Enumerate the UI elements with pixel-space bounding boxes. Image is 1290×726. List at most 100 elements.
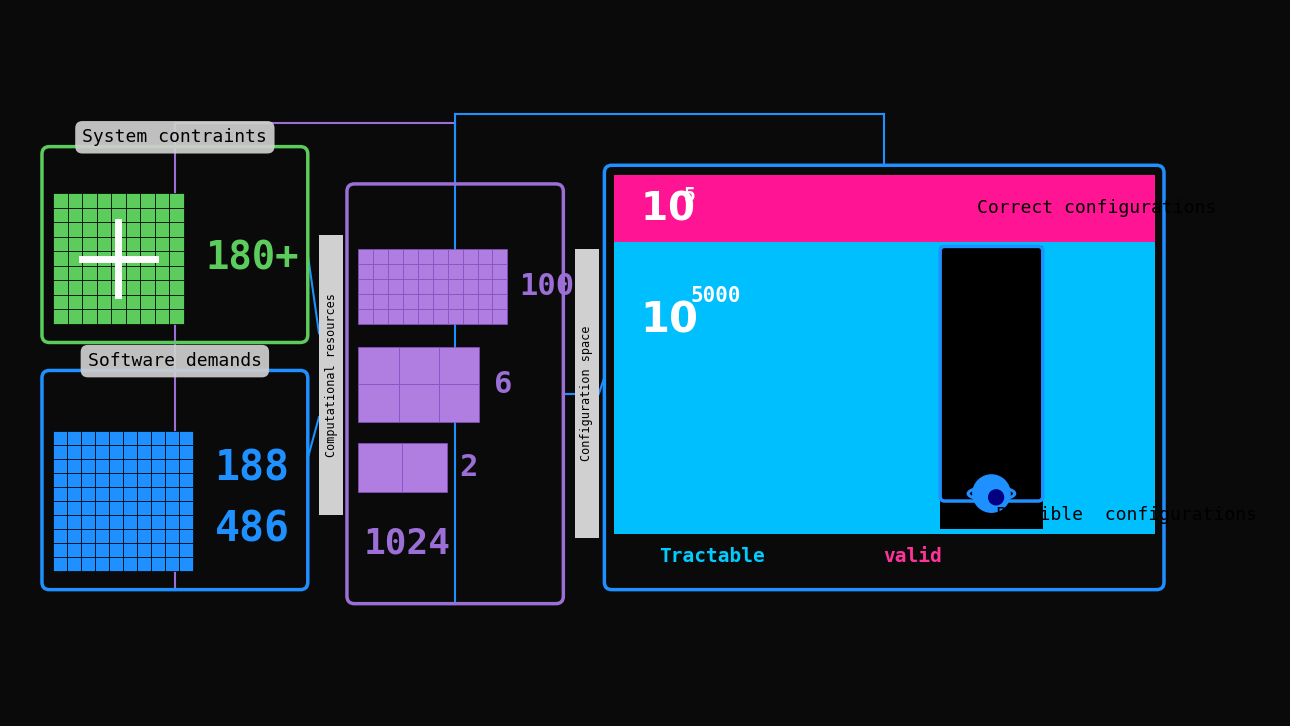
Bar <box>463 279 477 294</box>
Circle shape <box>973 475 1010 513</box>
Bar <box>97 309 111 324</box>
Text: Tractable: Tractable <box>659 547 765 566</box>
Bar <box>111 309 125 324</box>
Bar <box>151 473 165 487</box>
Bar <box>123 445 137 459</box>
Bar <box>574 249 599 539</box>
Bar <box>614 174 1155 242</box>
Bar <box>83 280 97 295</box>
Bar <box>111 295 125 309</box>
Bar <box>123 557 137 571</box>
Bar <box>169 237 183 251</box>
Bar <box>373 279 388 294</box>
Bar <box>110 459 123 473</box>
Bar <box>359 385 399 422</box>
Bar <box>141 295 155 309</box>
Bar <box>83 237 97 251</box>
Bar <box>83 295 97 309</box>
Bar <box>125 280 141 295</box>
Bar <box>155 266 169 280</box>
Bar <box>388 279 402 294</box>
Bar <box>179 473 193 487</box>
Bar <box>439 385 480 422</box>
Bar <box>151 501 165 515</box>
Bar <box>137 459 151 473</box>
Bar <box>388 249 402 264</box>
Bar <box>53 295 67 309</box>
Text: 5: 5 <box>684 186 695 205</box>
Bar <box>97 208 111 222</box>
Bar <box>155 251 169 266</box>
Bar <box>123 459 137 473</box>
Bar <box>155 280 169 295</box>
Bar <box>53 501 67 515</box>
Bar <box>493 264 507 279</box>
Bar <box>448 249 463 264</box>
Bar <box>179 515 193 529</box>
Bar <box>97 193 111 208</box>
Bar <box>169 251 183 266</box>
Text: $\mathbf{10}$: $\mathbf{10}$ <box>640 298 698 340</box>
Bar <box>67 459 81 473</box>
Bar <box>81 487 95 501</box>
Bar <box>83 222 97 237</box>
Bar <box>110 515 123 529</box>
Bar <box>141 266 155 280</box>
Bar <box>67 501 81 515</box>
Bar <box>493 249 507 264</box>
Bar <box>97 295 111 309</box>
Bar <box>67 222 83 237</box>
Bar <box>53 222 67 237</box>
Bar <box>111 193 125 208</box>
Bar <box>95 445 110 459</box>
Bar <box>81 501 95 515</box>
Text: Software demands: Software demands <box>88 352 262 370</box>
Bar <box>123 543 137 557</box>
Bar <box>179 487 193 501</box>
Bar <box>111 222 125 237</box>
Bar <box>359 249 373 264</box>
Bar <box>111 237 125 251</box>
Bar <box>67 251 83 266</box>
Bar <box>359 309 373 324</box>
Bar <box>448 264 463 279</box>
Bar <box>53 473 67 487</box>
Bar <box>97 222 111 237</box>
Text: 2: 2 <box>459 453 477 482</box>
Bar <box>95 459 110 473</box>
Bar <box>141 237 155 251</box>
Bar <box>110 487 123 501</box>
Bar <box>67 487 81 501</box>
Bar <box>83 309 97 324</box>
Bar <box>110 445 123 459</box>
Bar <box>432 279 448 294</box>
Bar <box>418 249 432 264</box>
Bar <box>165 515 179 529</box>
Bar <box>359 264 373 279</box>
Bar <box>95 431 110 445</box>
Text: 6: 6 <box>494 370 512 399</box>
Bar <box>97 237 111 251</box>
Bar <box>95 543 110 557</box>
Bar <box>179 431 193 445</box>
Bar <box>359 279 373 294</box>
Bar <box>95 501 110 515</box>
Bar <box>399 385 439 422</box>
Bar <box>110 529 123 543</box>
Bar <box>67 295 83 309</box>
Bar <box>432 309 448 324</box>
Bar <box>53 237 67 251</box>
Bar <box>373 309 388 324</box>
Bar <box>614 174 1155 534</box>
Bar <box>110 431 123 445</box>
Bar <box>67 309 83 324</box>
Bar <box>418 279 432 294</box>
Bar <box>67 280 83 295</box>
Bar <box>110 557 123 571</box>
Text: 188: 188 <box>214 447 289 489</box>
Bar <box>125 193 141 208</box>
Bar <box>463 249 477 264</box>
Bar <box>477 249 493 264</box>
Bar <box>155 222 169 237</box>
Bar <box>155 295 169 309</box>
